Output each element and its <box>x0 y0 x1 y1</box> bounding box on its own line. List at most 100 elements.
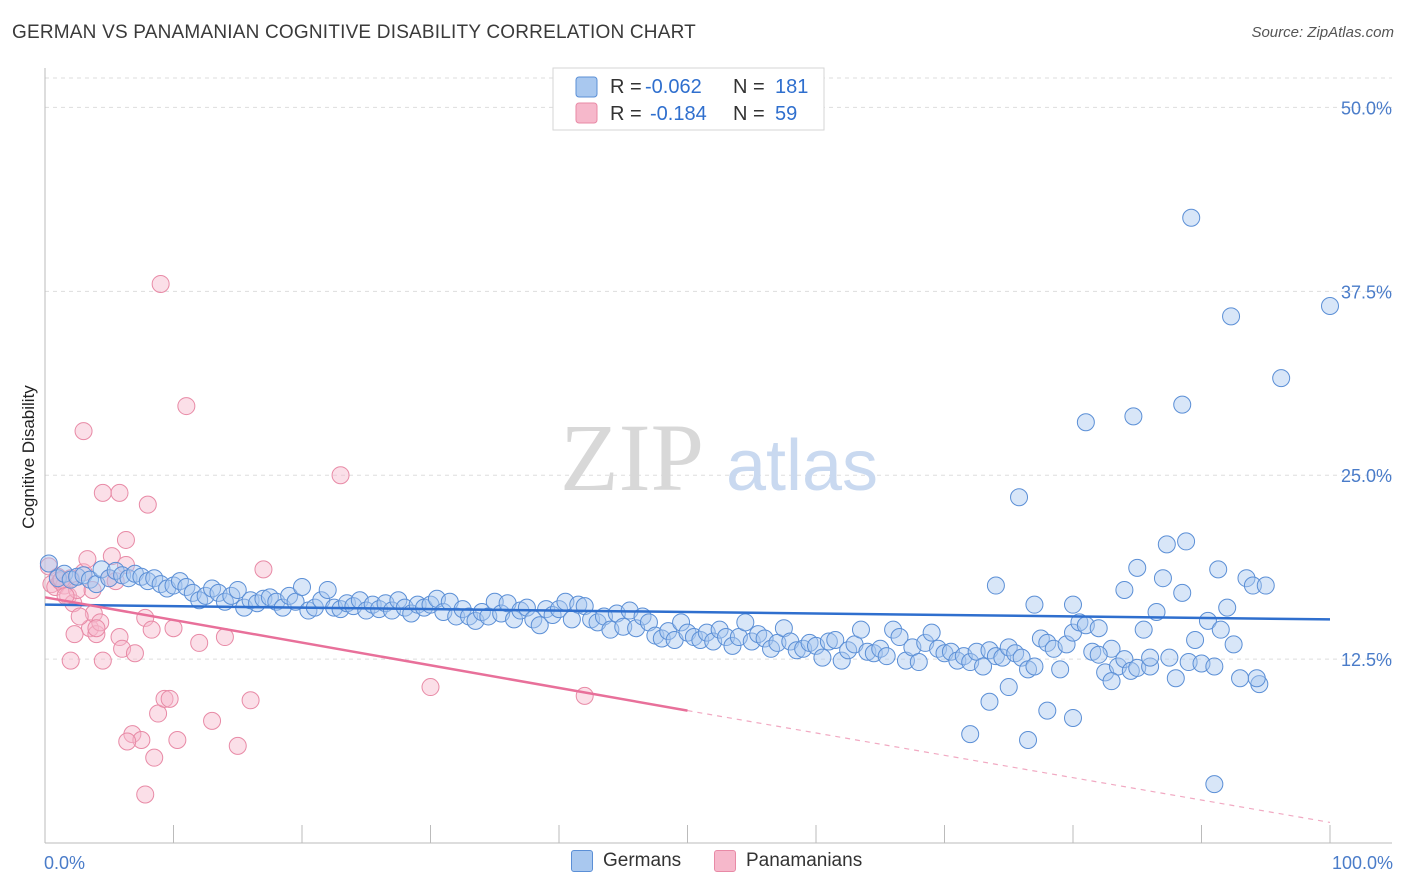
german-point <box>832 651 851 670</box>
german-point <box>1134 620 1153 639</box>
german-point <box>1231 669 1250 688</box>
german-point <box>318 580 337 599</box>
german-point <box>884 620 903 639</box>
german-point <box>1182 208 1201 227</box>
german-point <box>1141 648 1160 667</box>
german-point <box>877 647 896 666</box>
legend-bottom-label-germans: Germans <box>603 850 682 871</box>
panamanian-point <box>177 397 196 416</box>
legend-n-value-germans: 181 <box>775 76 808 98</box>
german-point <box>1179 653 1198 672</box>
panamanian-point <box>575 686 594 705</box>
legend-item-panamanians: Panamanians <box>714 850 862 872</box>
panamanian-point <box>102 547 121 566</box>
panamanian-point <box>74 422 93 441</box>
y-tick-label: 25.0% <box>1341 466 1392 486</box>
german-point <box>550 600 568 619</box>
german-point <box>569 595 588 614</box>
german-point <box>1019 731 1038 750</box>
german-point <box>1089 619 1108 638</box>
legend-top: R = -0.062 N = 181 R = -0.184 N = 59 <box>552 67 825 131</box>
source-label: Source: ZipAtlas.com <box>1251 24 1394 41</box>
german-point <box>1211 620 1230 639</box>
german-point <box>986 647 1005 666</box>
german-point <box>1025 657 1044 676</box>
legend-n-label-germans: N = <box>733 76 765 98</box>
german-point <box>1012 648 1031 667</box>
panamanian-point <box>110 483 129 502</box>
german-point <box>1198 611 1217 630</box>
axes <box>44 68 1392 844</box>
panamanian-point <box>168 731 187 750</box>
legend-bottom: Germans Panamanians <box>0 850 1406 880</box>
german-point <box>1115 650 1134 669</box>
german-trend-line <box>44 603 1331 621</box>
panamanian-point <box>70 607 89 626</box>
german-point <box>1025 595 1044 614</box>
german-point <box>774 619 793 638</box>
watermark-zip: ZIP <box>560 404 704 511</box>
panamanian-point <box>87 619 106 638</box>
legend-item-germans: Germans <box>571 850 681 872</box>
german-point <box>1222 307 1241 326</box>
german-point <box>293 578 311 597</box>
german-point <box>909 653 928 672</box>
panamanian-point <box>228 736 247 755</box>
german-point <box>1256 576 1275 595</box>
panamanian-point <box>160 689 179 708</box>
german-point <box>1224 635 1243 654</box>
german-point <box>530 616 549 635</box>
legend-swatch-germans <box>575 76 598 98</box>
german-point <box>39 554 58 573</box>
legend-swatch-panamanians <box>575 102 598 124</box>
german-point <box>1064 595 1082 614</box>
panamanian-point <box>110 628 129 647</box>
chart-title: GERMAN VS PANAMANIAN COGNITIVE DISABILIT… <box>12 22 696 43</box>
german-point <box>1243 576 1262 595</box>
german-point <box>1089 645 1108 664</box>
legend-bottom-swatch-panamanians <box>714 850 736 872</box>
german-point <box>1173 583 1192 602</box>
german-point <box>896 651 915 670</box>
panamanian-trend-line <box>44 596 688 712</box>
german-point <box>1160 648 1179 667</box>
german-point <box>447 607 466 626</box>
german-point <box>1209 560 1228 579</box>
german-point <box>974 657 993 676</box>
german-point <box>717 628 736 647</box>
german-point <box>1051 660 1070 679</box>
panamanian-point <box>61 651 80 670</box>
german-point <box>1237 569 1256 588</box>
german-point <box>517 598 536 617</box>
legend-bottom-swatch-germans <box>571 850 593 872</box>
german-point <box>1010 488 1029 507</box>
legend-bottom-label-panamanians: Panamanians <box>746 850 863 871</box>
german-point <box>1173 395 1192 414</box>
gridlines <box>45 77 1392 660</box>
y-axis-title: Cognitive Disability <box>19 385 38 529</box>
german-point <box>710 620 729 639</box>
panamanian-point <box>125 644 144 663</box>
panamanian-point <box>145 748 164 767</box>
german-point <box>1128 658 1147 677</box>
watermark: ZIP atlas <box>560 404 878 511</box>
panamanian-point <box>93 651 112 670</box>
x-tick-label: 0.0% <box>44 853 85 873</box>
german-point <box>999 678 1018 697</box>
german-point <box>1166 669 1185 688</box>
german-point <box>826 630 845 649</box>
german-point <box>1102 672 1121 691</box>
panamanian-point <box>151 274 170 293</box>
german-point <box>819 632 838 651</box>
german-point <box>1177 532 1196 551</box>
german-point <box>1128 558 1147 577</box>
panamanian-point <box>93 483 112 502</box>
panamanian-point <box>87 625 106 644</box>
german-point <box>228 580 247 599</box>
german-point <box>652 629 671 648</box>
german-point <box>851 620 870 639</box>
german-point <box>614 617 633 636</box>
x-tick-label: 100.0% <box>1332 853 1393 873</box>
german-point <box>1076 413 1095 432</box>
